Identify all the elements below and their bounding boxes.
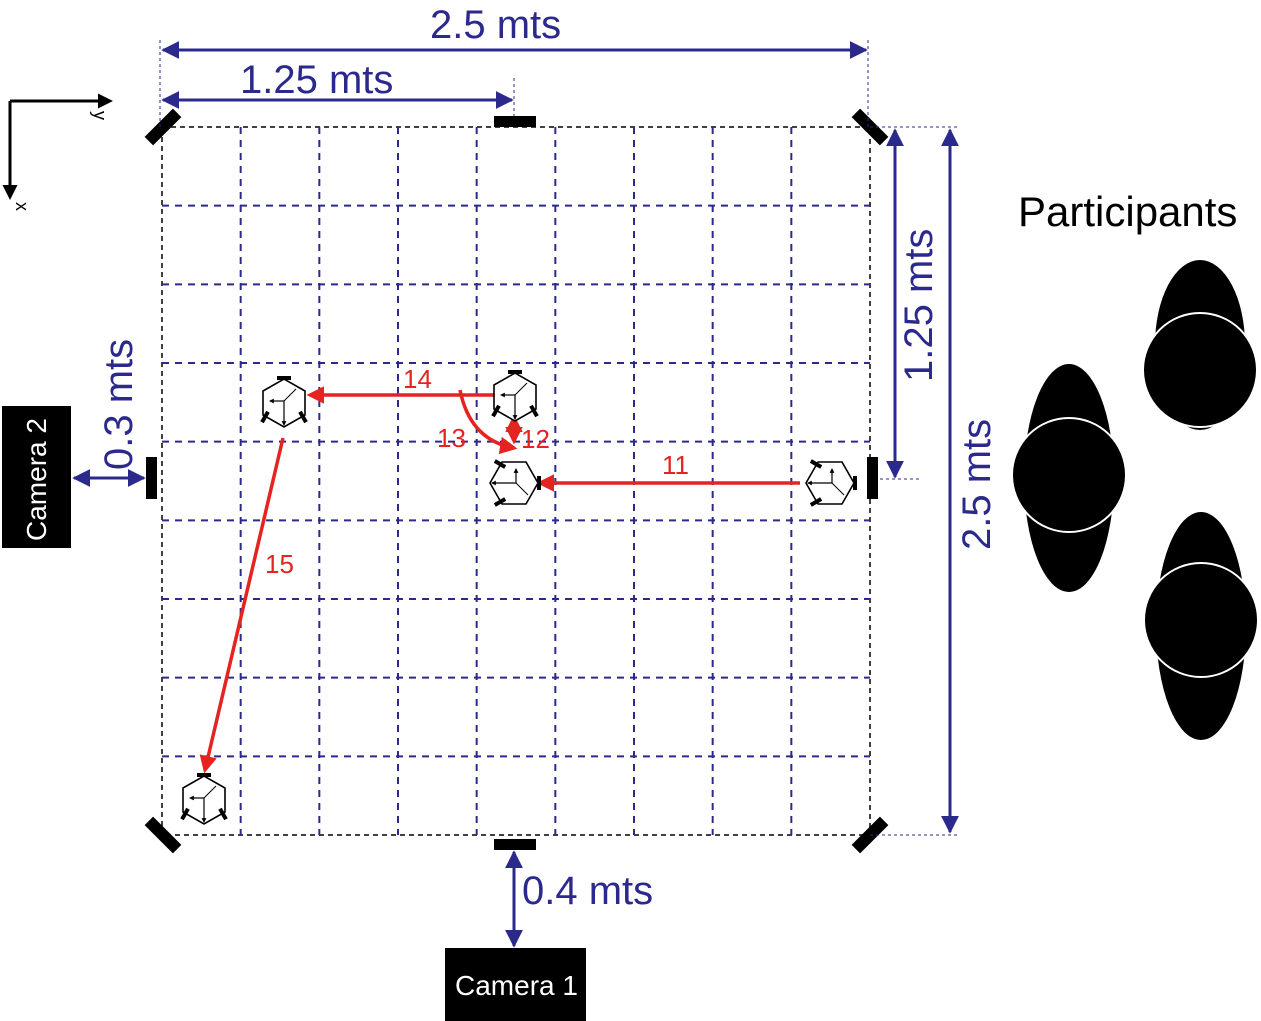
path-label-14: 14 <box>403 364 432 394</box>
path-label-13: 13 <box>437 423 466 453</box>
participants-label: Participants <box>1018 188 1237 235</box>
corner-marker-bottom-left <box>144 816 182 854</box>
trajectories <box>199 386 800 774</box>
camera-1-label: Camera 1 <box>455 970 578 1001</box>
path-label-15: 15 <box>265 549 294 579</box>
path-label-12: 12 <box>521 424 550 454</box>
y-axis-label: y <box>90 111 110 120</box>
robot-icon-after-14 <box>260 376 307 427</box>
participant-icon <box>1142 260 1258 430</box>
path-15 <box>199 437 285 774</box>
path-13 <box>458 389 518 455</box>
dimensions <box>72 40 960 948</box>
dimension-bottom-offset-label: 0.4 mts <box>522 869 653 913</box>
camera-1: Camera 1 <box>445 948 586 1021</box>
robot-icon-after-11 <box>490 459 541 506</box>
robot-icon-after-12 <box>491 370 538 421</box>
corner-marker-top-left <box>144 108 182 146</box>
edge-marker-top <box>494 116 536 127</box>
participant-icon <box>1143 512 1259 740</box>
participant-icon <box>1011 364 1127 592</box>
camera-2-label: Camera 2 <box>21 418 52 541</box>
edge-marker-right <box>867 457 878 499</box>
coordinate-axes: y x <box>2 93 113 211</box>
camera-2: Camera 2 <box>2 406 71 548</box>
dimension-right-half-label: 1.25 mts <box>897 229 941 382</box>
edge-marker-left <box>146 457 157 499</box>
dimension-top-half-label: 1.25 mts <box>240 58 393 102</box>
edge-marker-bottom <box>494 839 536 850</box>
robot-icon-start <box>806 459 857 506</box>
participants <box>1011 260 1259 740</box>
x-axis-label: x <box>12 202 32 211</box>
dimension-top-full-label: 2.5 mts <box>430 3 561 47</box>
dimension-right-full-label: 2.5 mts <box>955 419 999 550</box>
dimension-left-offset-label: 0.3 mts <box>97 339 141 470</box>
robot-icon-end <box>180 773 227 824</box>
path-label-11: 11 <box>662 450 689 480</box>
